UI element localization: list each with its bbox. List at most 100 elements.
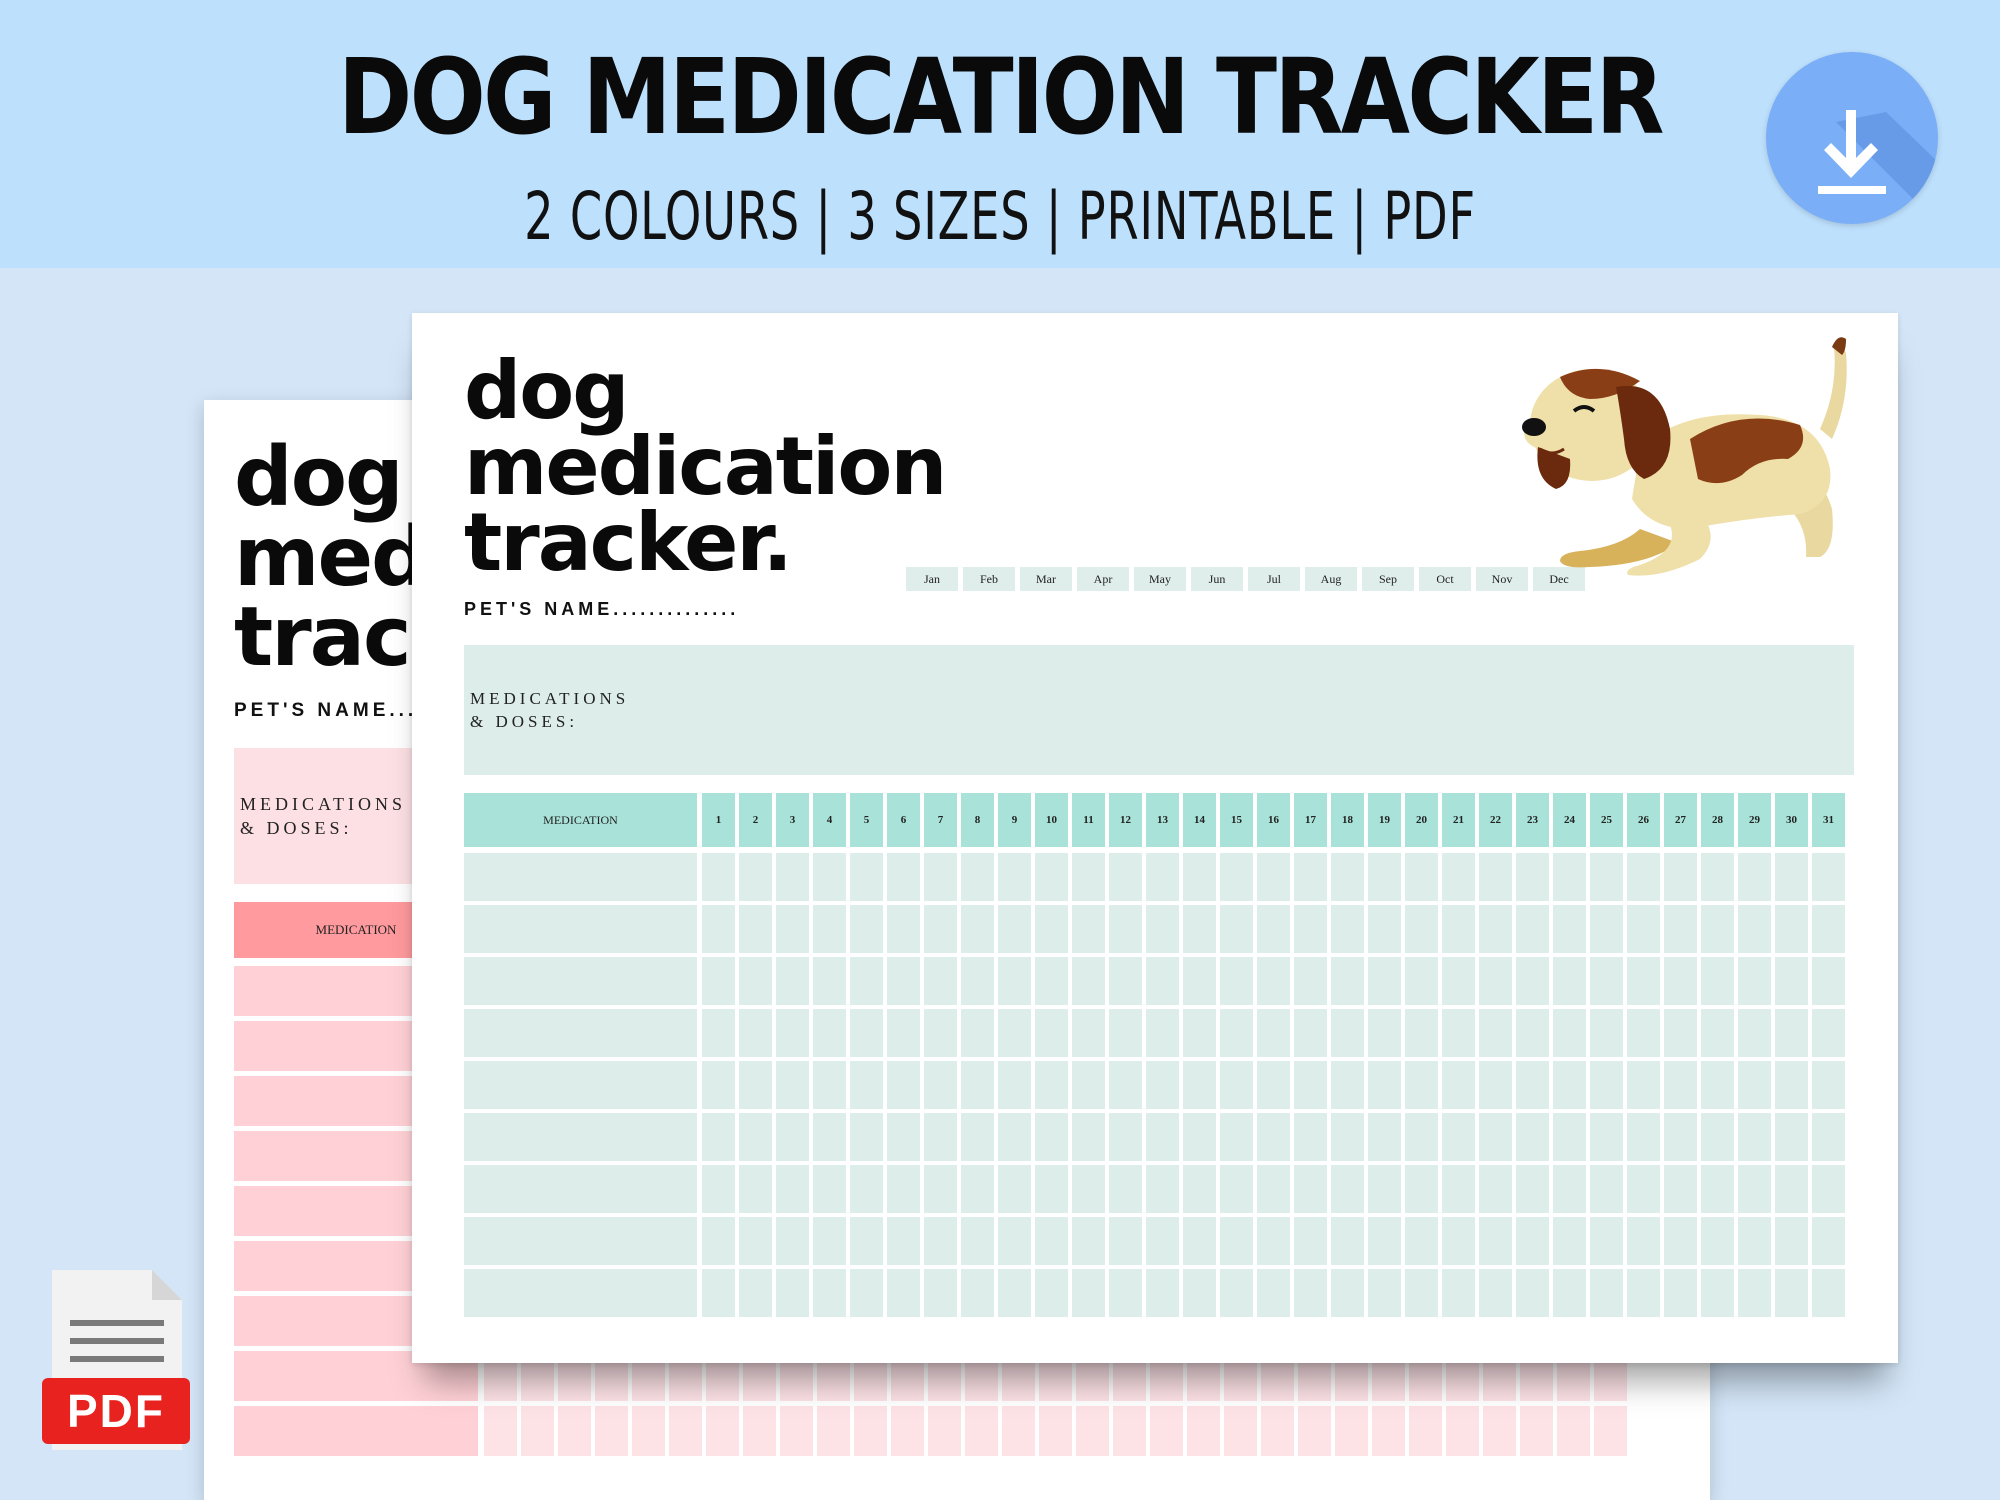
day-checkbox-cell[interactable] — [1331, 1009, 1364, 1057]
day-checkbox-cell[interactable] — [1590, 1061, 1623, 1109]
day-checkbox-cell[interactable] — [739, 853, 772, 901]
day-checkbox-cell[interactable] — [998, 1061, 1031, 1109]
day-checkbox-cell[interactable] — [1627, 905, 1660, 953]
day-checkbox-cell[interactable] — [1516, 1269, 1549, 1317]
day-checkbox-cell[interactable] — [1405, 1009, 1438, 1057]
day-checkbox-cell[interactable] — [1294, 1269, 1327, 1317]
day-checkbox-cell[interactable] — [1812, 853, 1845, 901]
day-checkbox-cell[interactable] — [1368, 1217, 1401, 1265]
day-checkbox-cell[interactable] — [1701, 1009, 1734, 1057]
day-checkbox-cell[interactable] — [1775, 1217, 1808, 1265]
day-checkbox-cell[interactable] — [1220, 1269, 1253, 1317]
day-checkbox-cell[interactable] — [1257, 1165, 1290, 1213]
day-checkbox-cell[interactable] — [1627, 1061, 1660, 1109]
day-checkbox-cell[interactable] — [1257, 1113, 1290, 1161]
day-checkbox-cell[interactable] — [1331, 1113, 1364, 1161]
day-checkbox-cell[interactable] — [1738, 1113, 1771, 1161]
day-checkbox-cell[interactable] — [1072, 1165, 1105, 1213]
day-checkbox-cell[interactable] — [1738, 1061, 1771, 1109]
day-checkbox-cell[interactable] — [1664, 1009, 1697, 1057]
medication-cell[interactable] — [464, 1061, 697, 1109]
medication-cell[interactable] — [464, 1113, 697, 1161]
day-checkbox-cell[interactable] — [1146, 1165, 1179, 1213]
day-checkbox-cell[interactable] — [1664, 957, 1697, 1005]
day-checkbox-cell[interactable] — [850, 853, 883, 901]
day-checkbox-cell[interactable] — [1664, 1113, 1697, 1161]
day-checkbox-cell[interactable] — [924, 957, 957, 1005]
day-checkbox-cell[interactable] — [1664, 853, 1697, 901]
day-checkbox-cell[interactable] — [1035, 1061, 1068, 1109]
day-checkbox-cell[interactable] — [813, 1217, 846, 1265]
month-nov[interactable]: Nov — [1476, 567, 1528, 591]
month-jan[interactable]: Jan — [906, 567, 958, 591]
day-checkbox-cell[interactable] — [1331, 1217, 1364, 1265]
day-checkbox-cell[interactable] — [1738, 957, 1771, 1005]
day-checkbox-cell[interactable] — [1183, 1165, 1216, 1213]
day-checkbox-cell[interactable] — [813, 957, 846, 1005]
day-checkbox-cell[interactable] — [1109, 957, 1142, 1005]
day-checkbox-cell[interactable] — [1146, 1217, 1179, 1265]
day-checkbox-cell[interactable] — [998, 1009, 1031, 1057]
day-checkbox-cell[interactable] — [1553, 1061, 1586, 1109]
day-checkbox-cell[interactable] — [739, 1113, 772, 1161]
day-checkbox-cell[interactable] — [998, 1113, 1031, 1161]
day-checkbox-cell[interactable] — [1442, 1217, 1475, 1265]
day-checkbox-cell[interactable] — [924, 1217, 957, 1265]
day-checkbox-cell[interactable] — [702, 853, 735, 901]
day-checkbox-cell[interactable] — [1257, 1217, 1290, 1265]
day-checkbox-cell[interactable] — [1812, 1113, 1845, 1161]
day-checkbox-cell[interactable] — [1590, 957, 1623, 1005]
day-checkbox-cell[interactable] — [1183, 853, 1216, 901]
day-checkbox-cell[interactable] — [1405, 905, 1438, 953]
day-checkbox-cell[interactable] — [1664, 1165, 1697, 1213]
day-checkbox-cell[interactable] — [1442, 1061, 1475, 1109]
day-checkbox-cell[interactable] — [1553, 1113, 1586, 1161]
day-checkbox-cell[interactable] — [776, 1269, 809, 1317]
day-checkbox-cell[interactable] — [1627, 1217, 1660, 1265]
day-checkbox-cell[interactable] — [1775, 853, 1808, 901]
day-checkbox-cell[interactable] — [1072, 905, 1105, 953]
day-checkbox-cell[interactable] — [1109, 1217, 1142, 1265]
medication-cell[interactable] — [464, 853, 697, 901]
day-checkbox-cell[interactable] — [1183, 1217, 1216, 1265]
day-checkbox-cell[interactable] — [1109, 853, 1142, 901]
day-checkbox-cell[interactable] — [1072, 1009, 1105, 1057]
day-checkbox-cell[interactable] — [1627, 853, 1660, 901]
day-checkbox-cell[interactable] — [1738, 1165, 1771, 1213]
month-aug[interactable]: Aug — [1305, 567, 1357, 591]
day-checkbox-cell[interactable] — [1516, 1113, 1549, 1161]
day-checkbox-cell[interactable] — [1738, 1009, 1771, 1057]
day-checkbox-cell[interactable] — [1775, 905, 1808, 953]
month-mar[interactable]: Mar — [1020, 567, 1072, 591]
day-checkbox-cell[interactable] — [1479, 905, 1512, 953]
day-checkbox-cell[interactable] — [739, 905, 772, 953]
day-checkbox-cell[interactable] — [1146, 1269, 1179, 1317]
day-checkbox-cell[interactable] — [1701, 853, 1734, 901]
medication-cell[interactable] — [464, 1269, 697, 1317]
day-checkbox-cell[interactable] — [1220, 1009, 1253, 1057]
day-checkbox-cell[interactable] — [1701, 1217, 1734, 1265]
day-checkbox-cell[interactable] — [1146, 1113, 1179, 1161]
day-checkbox-cell[interactable] — [1035, 1113, 1068, 1161]
day-checkbox-cell[interactable] — [1331, 1165, 1364, 1213]
day-checkbox-cell[interactable] — [1664, 1217, 1697, 1265]
day-checkbox-cell[interactable] — [1442, 1009, 1475, 1057]
day-checkbox-cell[interactable] — [1257, 1009, 1290, 1057]
day-checkbox-cell[interactable] — [1294, 1009, 1327, 1057]
download-button[interactable] — [1766, 52, 1938, 224]
day-checkbox-cell[interactable] — [1146, 853, 1179, 901]
month-dec[interactable]: Dec — [1533, 567, 1585, 591]
day-checkbox-cell[interactable] — [1590, 1113, 1623, 1161]
day-checkbox-cell[interactable] — [1701, 1269, 1734, 1317]
day-checkbox-cell[interactable] — [1405, 957, 1438, 1005]
day-checkbox-cell[interactable] — [1257, 1061, 1290, 1109]
day-checkbox-cell[interactable] — [1405, 1217, 1438, 1265]
day-checkbox-cell[interactable] — [1479, 1165, 1512, 1213]
day-checkbox-cell[interactable] — [1516, 905, 1549, 953]
day-checkbox-cell[interactable] — [739, 1061, 772, 1109]
day-checkbox-cell[interactable] — [1479, 957, 1512, 1005]
day-checkbox-cell[interactable] — [1516, 957, 1549, 1005]
day-checkbox-cell[interactable] — [1812, 1217, 1845, 1265]
day-checkbox-cell[interactable] — [1405, 1269, 1438, 1317]
day-checkbox-cell[interactable] — [1183, 1269, 1216, 1317]
